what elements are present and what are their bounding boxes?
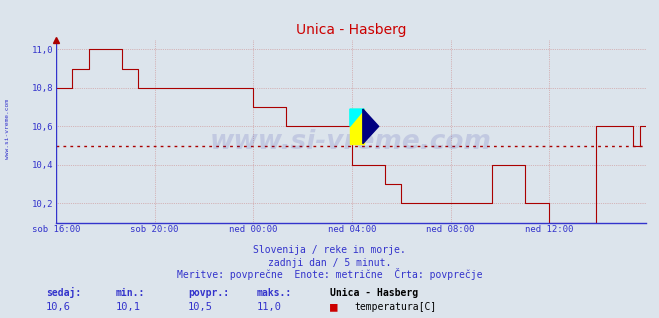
Text: 10,1: 10,1 xyxy=(115,302,140,312)
Text: Unica - Hasberg: Unica - Hasberg xyxy=(330,288,418,298)
Title: Unica - Hasberg: Unica - Hasberg xyxy=(296,23,406,37)
Text: 10,5: 10,5 xyxy=(188,302,213,312)
Text: povpr.:: povpr.: xyxy=(188,288,229,298)
Polygon shape xyxy=(363,109,379,144)
Text: maks.:: maks.: xyxy=(257,288,292,298)
Text: sedaj:: sedaj: xyxy=(46,287,81,298)
Text: temperatura[C]: temperatura[C] xyxy=(355,302,437,312)
Polygon shape xyxy=(350,109,364,126)
Text: min.:: min.: xyxy=(115,288,145,298)
Text: 11,0: 11,0 xyxy=(257,302,282,312)
Text: ■: ■ xyxy=(330,300,337,313)
Text: Meritve: povprečne  Enote: metrične  Črta: povprečje: Meritve: povprečne Enote: metrične Črta:… xyxy=(177,268,482,280)
Text: www.si-vreme.com: www.si-vreme.com xyxy=(210,129,492,155)
Text: www.si-vreme.com: www.si-vreme.com xyxy=(5,99,11,159)
Text: Slovenija / reke in morje.: Slovenija / reke in morje. xyxy=(253,245,406,255)
Bar xyxy=(350,109,364,144)
Text: zadnji dan / 5 minut.: zadnji dan / 5 minut. xyxy=(268,258,391,267)
Text: 10,6: 10,6 xyxy=(46,302,71,312)
